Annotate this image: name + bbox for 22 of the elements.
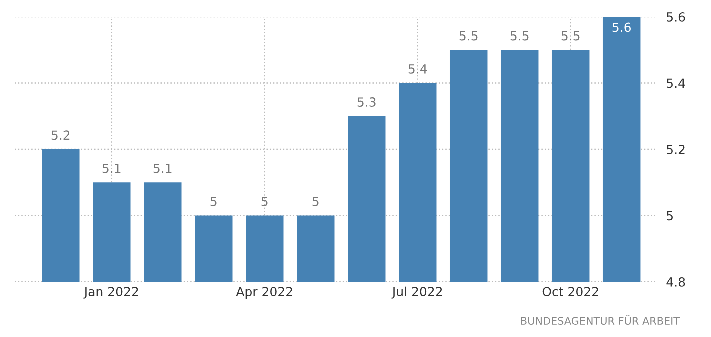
data-label: 5.3 bbox=[358, 98, 376, 108]
x-tick-label: Jul 2022 bbox=[392, 286, 442, 299]
data-label: 5 bbox=[262, 197, 268, 206]
y-tick-label: 5.6 bbox=[667, 12, 686, 22]
data-label: 5.1 bbox=[154, 164, 172, 174]
data-label: 5.1 bbox=[102, 164, 121, 174]
data-label: 5 bbox=[210, 197, 217, 206]
y-tick-label: 5.2 bbox=[667, 144, 685, 154]
data-label: 5.5 bbox=[510, 31, 529, 41]
data-label: 5.2 bbox=[52, 130, 70, 140]
x-tick-label: Apr 2022 bbox=[236, 287, 292, 299]
data-label: 5 bbox=[312, 197, 319, 206]
x-tick-label: Oct 2022 bbox=[542, 287, 598, 297]
y-tick-label: 4.8 bbox=[666, 277, 686, 287]
text: BUNDESAGENTUR FÜR ARBEIT bbox=[521, 315, 680, 326]
data-label: 5.6 bbox=[612, 22, 632, 32]
data-label: 5.5 bbox=[460, 31, 478, 41]
x-tick-label: Jan 2022 bbox=[84, 287, 138, 299]
y-tick-label: 5.4 bbox=[667, 78, 686, 88]
data-label: 5.4 bbox=[408, 64, 428, 74]
y-tick-label: 5 bbox=[667, 211, 673, 221]
data-label: 5.5 bbox=[562, 31, 580, 41]
